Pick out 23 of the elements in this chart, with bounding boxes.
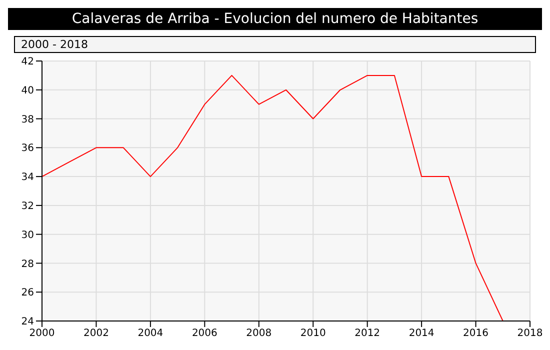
y-tick-label: 24: [21, 316, 34, 328]
y-tick-label: 28: [21, 258, 34, 270]
x-tick-label: 2004: [138, 328, 164, 340]
line-series: [42, 74, 504, 321]
x-tick-label: 2008: [246, 328, 272, 340]
y-tick-label: 32: [21, 200, 34, 212]
y-tick-label: 38: [21, 114, 34, 126]
x-tick-label: 2012: [354, 328, 380, 340]
y-tick-label: 30: [21, 230, 34, 241]
y-tick-label: 34: [21, 172, 34, 184]
x-tick-label: 2002: [83, 328, 109, 340]
chart-subtitle: 2000 - 2018: [14, 36, 536, 53]
x-tick-label: 2010: [300, 328, 326, 340]
y-tick-label: 42: [21, 56, 34, 68]
x-tick-label: 2016: [463, 328, 489, 340]
x-tick-label: 2018: [517, 328, 543, 340]
chart-title: Calaveras de Arriba - Evolucion del numero de Habitantes: [8, 8, 542, 30]
x-tick-label: 2000: [29, 328, 55, 340]
y-tick-label: 40: [21, 85, 34, 96]
x-tick-label: 2014: [408, 328, 434, 340]
y-tick-label: 36: [21, 143, 34, 154]
x-tick-label: 2006: [192, 328, 218, 340]
y-tick-label: 26: [21, 288, 34, 299]
